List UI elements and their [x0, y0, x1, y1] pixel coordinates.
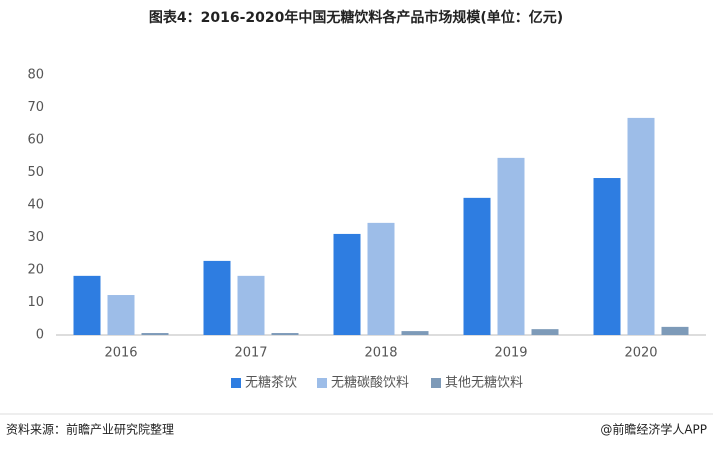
- legend-swatch: [231, 378, 241, 388]
- bar: [73, 275, 101, 335]
- credit: @前瞻经济学人APP: [600, 422, 707, 437]
- y-tick-label: 30: [27, 230, 44, 245]
- y-tick-label: 20: [27, 263, 44, 278]
- x-tick-label: 2020: [624, 346, 657, 361]
- x-tick-label: 2016: [104, 346, 137, 361]
- bar: [627, 117, 655, 336]
- bar: [333, 233, 361, 335]
- x-tick-label: 2017: [234, 346, 267, 361]
- legend-label: 无糖碳酸饮料: [331, 375, 409, 391]
- bar: [401, 331, 429, 335]
- bar: [203, 260, 231, 335]
- bar: [497, 157, 525, 335]
- source-note: 资料来源：前瞻产业研究院整理: [6, 422, 174, 437]
- y-tick-label: 40: [27, 198, 44, 213]
- y-tick-label: 10: [27, 295, 44, 310]
- y-tick-label: 70: [27, 100, 44, 115]
- bar: [237, 275, 265, 335]
- bar: [271, 333, 299, 335]
- y-tick-label: 50: [27, 165, 44, 180]
- y-tick-label: 0: [36, 328, 44, 343]
- bar: [367, 222, 395, 335]
- x-tick-label: 2019: [494, 346, 527, 361]
- y-tick-label: 80: [27, 68, 44, 83]
- x-tick-label: 2018: [364, 346, 397, 361]
- legend-swatch: [317, 378, 327, 388]
- bar: [463, 197, 491, 335]
- bar: [531, 329, 559, 335]
- bar: [107, 295, 135, 335]
- legend-label: 其他无糖饮料: [445, 375, 523, 391]
- bar: [593, 178, 621, 335]
- chart-title: 图表4：2016-2020年中国无糖饮料各产品市场规模(单位：亿元): [149, 9, 563, 26]
- bar: [661, 326, 689, 335]
- y-tick-label: 60: [27, 133, 44, 148]
- bar: [141, 333, 169, 335]
- legend-label: 无糖茶饮: [245, 375, 297, 391]
- legend-swatch: [431, 378, 441, 388]
